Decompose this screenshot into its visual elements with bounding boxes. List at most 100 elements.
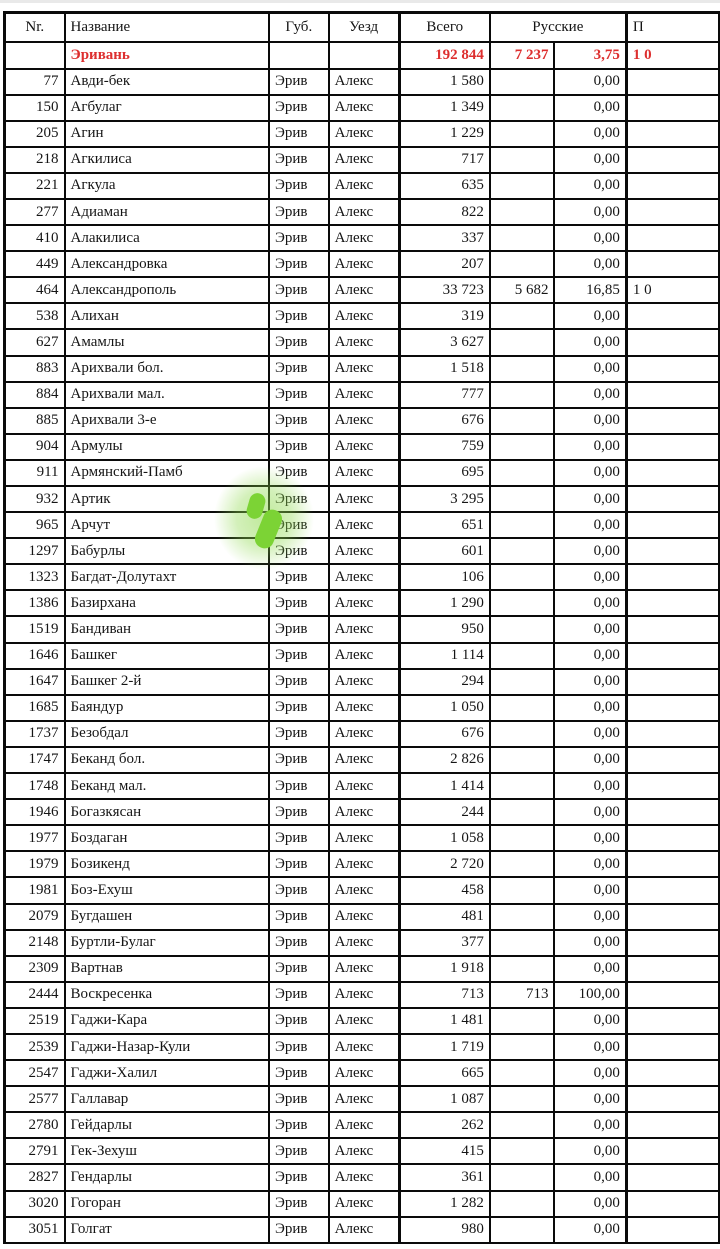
cell-gubernia: Эрив [267,954,330,983]
cell-uezd: Алекс [327,772,401,801]
cell-russians-percent: 0,00 [553,380,628,409]
cell-uezd: Алекс [327,693,401,722]
cell-russians-percent: 0,00 [553,850,628,879]
cell-next-col-partial [624,563,720,592]
cell-uezd: Алекс [327,719,401,748]
cell-total: 377 [397,928,491,957]
cell-gubernia: Эрив [267,458,330,488]
cell-russians-count [488,1163,556,1192]
cell-next-col-partial [624,93,720,122]
cell-uezd: Алекс [327,850,401,879]
cell-uezd: Алекс [327,1163,401,1192]
cell-gubernia: Эрив [267,667,330,696]
cell-next-col-partial [624,458,720,488]
table-row: 2547 Гаджи-Халил Эрив Алекс 665 0,00 [3,1059,720,1088]
col-header-name: Название [63,11,270,43]
cell-russians-count [488,197,556,227]
cell-russians-percent: 0,00 [553,171,628,200]
cell-uezd: Алекс [327,119,401,148]
cell-gubernia: Эрив [267,641,330,670]
cell-nr: 2539 [3,1032,66,1062]
cell-russians-count [488,850,556,879]
cell-nr: 449 [3,250,66,279]
cell-nr: 2444 [3,980,66,1009]
cell-nr: 2577 [3,1085,66,1114]
cell-name: Башкег [63,641,270,670]
cell-name: Багдат-Долутахт [63,563,270,592]
cell-gubernia: Эрив [267,589,330,618]
cell-gubernia: Эрив [267,197,330,227]
cell-russians-count [488,119,556,148]
cell-russians-count [488,1006,556,1035]
cell-nr: 1646 [3,641,66,670]
cell-next-col-partial: 1 0 [624,276,720,305]
table-row: 449 Александровка Эрив Алекс 207 0,00 [3,250,720,279]
cell-total: 2 720 [397,850,491,879]
cell-russians-percent: 0,00 [553,1032,628,1062]
table-row: 1647 Башкег 2-й Эрив Алекс 294 0,00 [3,667,720,696]
header-row: Nr. Название Губ. Уезд Всего Русские П [3,11,720,43]
cell-uezd: Алекс [327,224,401,253]
table-row: 885 Арихвали 3-е Эрив Алекс 676 0,00 [3,406,720,435]
cell-uezd: Алекс [327,824,401,853]
cell-russians-count [488,67,556,96]
cell-total: 950 [397,615,491,644]
cell-uezd: Алекс [327,954,401,983]
cell-uezd: Алекс [327,1137,401,1166]
table-row: 904 Армулы Эрив Алекс 759 0,00 [3,432,720,461]
cell-russians-percent: 0,00 [553,458,628,488]
cell-next-col-partial [624,980,720,1009]
cell-nr: 2519 [3,1006,66,1035]
cell-next-col-partial [624,380,720,409]
cell-russians-percent: 0,00 [553,406,628,435]
cell-name: Беканд мал. [63,772,270,801]
cell-nr: 883 [3,354,66,383]
cell-gubernia: Эрив [267,980,330,1009]
cell-russians-percent: 0,00 [553,432,628,461]
cell-name: Арихвали мал. [63,380,270,409]
cell-uezd: Алекс [327,484,401,514]
cell-uezd: Алекс [327,1215,401,1244]
cell-uezd [327,40,401,70]
table-row: 2444 Воскресенка Эрив Алекс 713 713 100,… [3,980,720,1009]
cell-uezd: Алекс [327,145,401,174]
cell-next-col-partial [624,954,720,983]
cell-gubernia: Эрив [267,171,330,200]
cell-russians-count: 713 [488,980,556,1009]
cell-name: Бандиван [63,615,270,644]
cell-total: 481 [397,902,491,931]
table-row: 1981 Боз-Ехуш Эрив Алекс 458 0,00 [3,876,720,905]
cell-name: Алакилиса [63,224,270,253]
cell-next-col-partial [624,511,720,540]
cell-next-col-partial [624,1059,720,1088]
cell-russians-percent: 0,00 [553,902,628,931]
cell-russians-percent: 0,00 [553,667,628,696]
cell-russians-count [488,93,556,122]
cell-next-col-partial [624,432,720,461]
table-row: 1979 Бозикенд Эрив Алекс 2 720 0,00 [3,850,720,879]
cell-total: 1 229 [397,119,491,148]
cell-uezd: Алекс [327,250,401,279]
cell-name: Бозикенд [63,850,270,879]
table-row: 1323 Багдат-Долутахт Эрив Алекс 106 0,00 [3,563,720,592]
cell-nr: 2309 [3,954,66,983]
cell-uezd: Алекс [327,1111,401,1140]
cell-name: Вартнав [63,954,270,983]
cell-russians-percent: 0,00 [553,302,628,331]
cell-gubernia: Эрив [267,719,330,748]
cell-next-col-partial [624,589,720,618]
cell-next-col-partial [624,67,720,96]
cell-name: Галлавар [63,1085,270,1114]
col-header-gubernia: Губ. [267,11,330,43]
cell-russians-percent: 0,00 [553,1137,628,1166]
cell-next-col-partial [624,224,720,253]
cell-total: 713 [397,980,491,1009]
cell-nr: 277 [3,197,66,227]
cell-name: Гейдарлы [63,1111,270,1140]
cell-russians-percent: 0,00 [553,1189,628,1218]
cell-gubernia: Эрив [267,145,330,174]
cell-uezd: Алекс [327,276,401,305]
cell-name: Бабурлы [63,537,270,566]
cell-russians-count [488,902,556,931]
cell-russians-count [488,954,556,983]
